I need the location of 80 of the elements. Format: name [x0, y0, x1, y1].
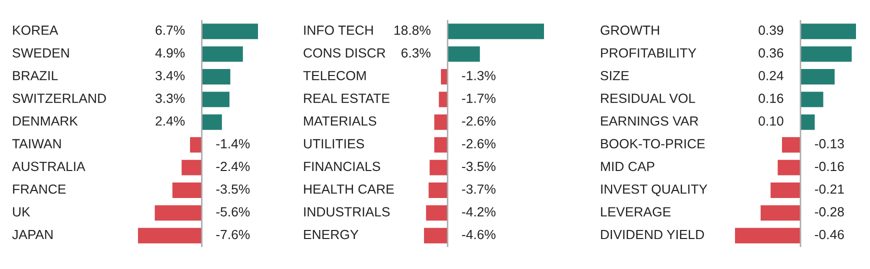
- bar: [800, 46, 852, 62]
- y-tick-label: UTILITIES: [304, 139, 364, 148]
- y-tick-label: UK: [13, 207, 30, 216]
- bar: [735, 228, 800, 244]
- bar: [770, 182, 800, 198]
- bar: [190, 137, 202, 153]
- bar: [202, 69, 230, 84]
- data-label: 18.8%: [394, 26, 430, 35]
- y-tick-label: SWITZERLAND: [12, 94, 106, 103]
- data-label: 6.7%: [156, 26, 185, 35]
- y-tick-label: CONS DISCR: [304, 48, 386, 58]
- bar: [202, 114, 222, 130]
- data-label: -2.4%: [216, 162, 250, 172]
- data-label: -2.6%: [462, 139, 496, 148]
- y-tick-label: DIVIDEND YIELD: [601, 230, 704, 240]
- y-tick-label: DENMARK: [13, 116, 78, 126]
- data-label: 3.4%: [156, 70, 185, 80]
- bar: [202, 24, 258, 40]
- y-tick-label: KOREA: [13, 26, 58, 35]
- y-tick-label: INVEST QUALITY: [601, 184, 708, 196]
- data-label: 0.16: [758, 94, 784, 103]
- data-label: 3.3%: [156, 94, 185, 103]
- data-label: 6.3%: [402, 48, 430, 58]
- y-tick-label: AUSTRALIA: [12, 162, 86, 172]
- bar: [182, 160, 202, 176]
- bar: [172, 182, 202, 198]
- y-tick-label: INDUSTRIALS: [304, 207, 390, 216]
- data-label: -4.6%: [462, 230, 496, 240]
- y-tick-label: ENERGY: [304, 230, 358, 240]
- y-tick-label: RESIDUAL VOL: [601, 94, 696, 103]
- data-label: -3.7%: [462, 184, 496, 194]
- data-label: -7.6%: [216, 230, 250, 240]
- data-label: -2.6%: [462, 116, 496, 126]
- y-tick-label: EARNINGS VAR: [601, 116, 698, 126]
- y-tick-label: MID CAP: [601, 162, 654, 172]
- y-tick-label: SWEDEN: [12, 48, 69, 58]
- y-tick-label: GROWTH: [600, 26, 660, 35]
- data-label: -0.46: [814, 230, 844, 240]
- data-label: -4.2%: [462, 207, 496, 216]
- data-label: 0.39: [758, 26, 784, 35]
- y-tick-label: LEVERAGE: [601, 207, 671, 216]
- bar: [800, 114, 815, 130]
- data-label: -0.16: [814, 162, 844, 172]
- bar: [800, 92, 824, 108]
- bar: [782, 137, 800, 153]
- data-label: -0.21: [814, 184, 844, 194]
- bar: [202, 92, 230, 108]
- y-tick-label: FINANCIALS: [304, 162, 380, 172]
- bar: [800, 69, 835, 84]
- data-label: -0.28: [814, 207, 844, 216]
- bar: [138, 228, 202, 244]
- data-label: 4.9%: [155, 48, 185, 58]
- data-label: -1.4%: [216, 139, 250, 148]
- y-tick-label: PROFITABILITY: [601, 48, 696, 58]
- y-tick-label: BRAZIL: [13, 71, 58, 80]
- y-tick-label: BOOK-TO-PRICE: [601, 139, 705, 148]
- data-label: 0.24: [758, 70, 784, 80]
- y-tick-label: FRANCE: [13, 184, 66, 194]
- data-label: -1.7%: [462, 94, 496, 103]
- data-label: -5.6%: [216, 207, 250, 216]
- y-tick-label: TELECOM: [303, 70, 366, 80]
- bar: [760, 205, 800, 221]
- bar: [202, 46, 243, 62]
- data-label: 0.10: [758, 116, 784, 126]
- bar: [778, 160, 800, 176]
- data-label: 0.36: [758, 48, 784, 58]
- y-tick-label: REAL ESTATE: [304, 94, 390, 103]
- y-tick-label: TAIWAN: [12, 139, 61, 148]
- y-tick-label: INFO TECH: [304, 26, 373, 35]
- bar: [154, 205, 202, 221]
- data-label: -3.5%: [462, 162, 496, 172]
- data-label: 2.4%: [156, 116, 185, 126]
- bar: [800, 24, 856, 40]
- y-tick-label: JAPAN: [12, 230, 52, 240]
- data-label: -3.5%: [216, 184, 250, 194]
- data-label: -0.13: [814, 139, 844, 148]
- y-tick-label: SIZE: [600, 70, 629, 80]
- y-tick-label: MATERIALS: [304, 116, 376, 126]
- data-label: -1.3%: [462, 70, 496, 80]
- y-tick-label: HEALTH CARE: [304, 184, 394, 194]
